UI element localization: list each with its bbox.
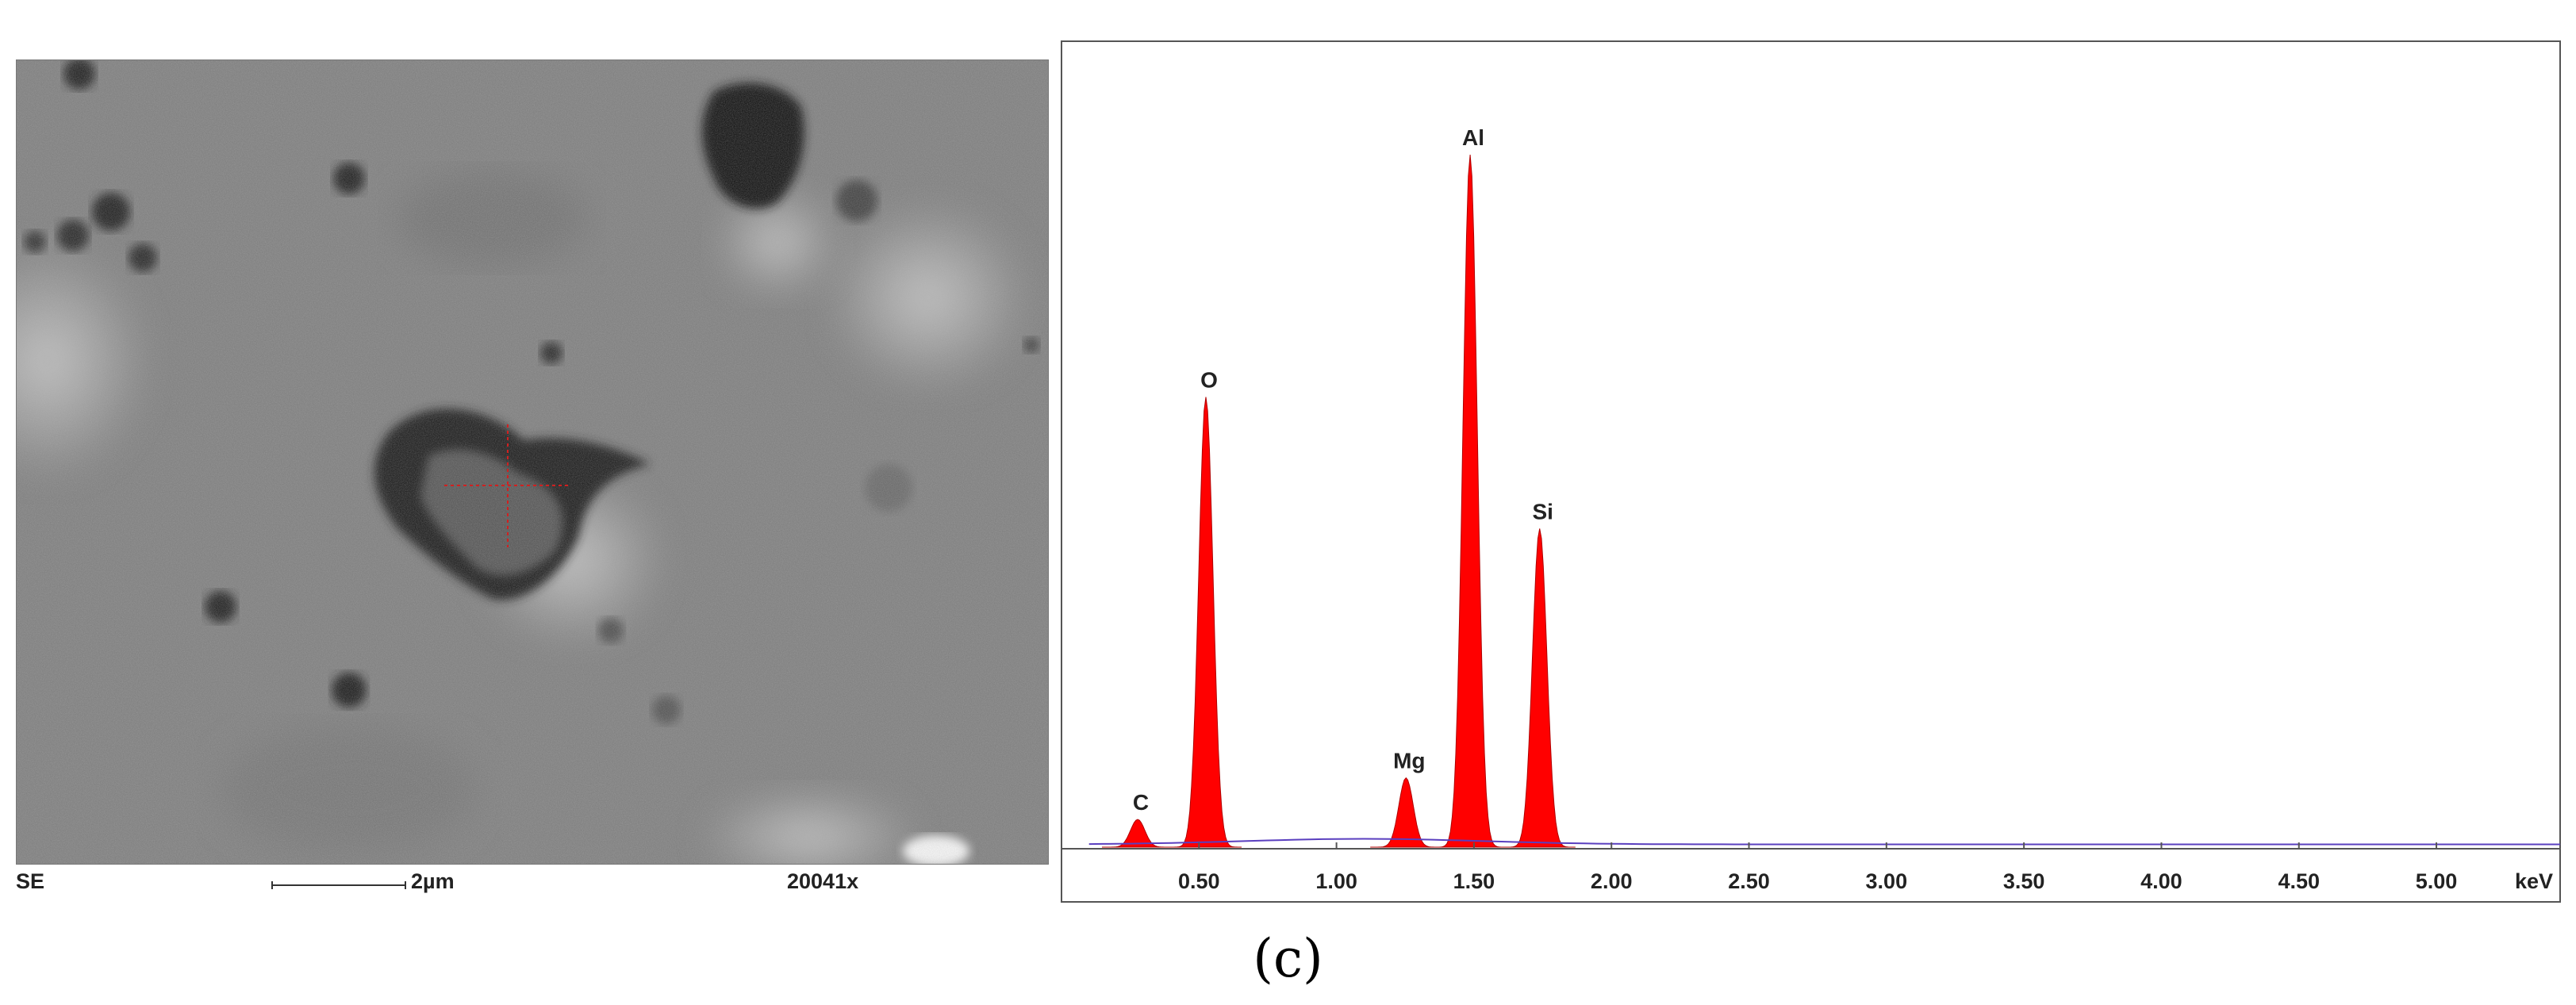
- sem-micrograph-image: [16, 59, 1049, 865]
- background-continuum-line: [1088, 838, 2560, 846]
- plot-frame: [1061, 40, 2561, 903]
- crosshair-marker: [444, 424, 571, 547]
- peak-label-si: Si: [1533, 499, 1553, 524]
- peak-label-al: Al: [1462, 125, 1484, 150]
- x-tick-label: 2.50: [1728, 869, 1770, 893]
- x-tick-label: 2.00: [1591, 869, 1633, 893]
- x-tick-label: 0.50: [1178, 869, 1220, 893]
- panel-label: (c): [1253, 928, 1323, 989]
- x-tick-label: 3.00: [1866, 869, 1908, 893]
- sem-mode-label: SE: [16, 869, 45, 893]
- peak-c: [1102, 819, 1174, 848]
- peak-label-c: C: [1133, 790, 1149, 815]
- x-tick-label: 1.50: [1453, 869, 1495, 893]
- eds-spectrum-chart: 0.50 1.00 1.50 2.00 2.50 3.00 3.50 4.00 4.50 5.00…: [1061, 40, 2561, 903]
- peak-mg: [1370, 777, 1442, 848]
- sem-micrograph-panel: SE 2µm 20041x: [0, 0, 1055, 920]
- magnification-label: 20041x: [787, 869, 859, 893]
- peak-label-mg: Mg: [1393, 749, 1425, 773]
- peak-si: [1503, 528, 1576, 848]
- scale-bar-label: 2µm: [411, 869, 455, 893]
- peak-al: [1434, 154, 1507, 848]
- x-tick-label: 5.00: [2416, 869, 2458, 893]
- x-tick-label: 3.50: [2003, 869, 2045, 893]
- x-unit-label: keV: [2515, 869, 2553, 893]
- x-tick-label: 4.00: [2140, 869, 2182, 893]
- x-tick-label: 4.50: [2278, 869, 2320, 893]
- peak-labels: C O Mg Al Si: [1133, 125, 1553, 815]
- x-axis-ticks: 0.50 1.00 1.50 2.00 2.50 3.00 3.50 4.00 4.50 5.00: [1178, 842, 2457, 893]
- spectrum-peaks: [1088, 154, 2560, 848]
- x-tick-label: 1.00: [1315, 869, 1357, 893]
- scale-bar: [271, 881, 406, 889]
- peak-o: [1169, 397, 1242, 848]
- peak-label-o: O: [1200, 368, 1218, 393]
